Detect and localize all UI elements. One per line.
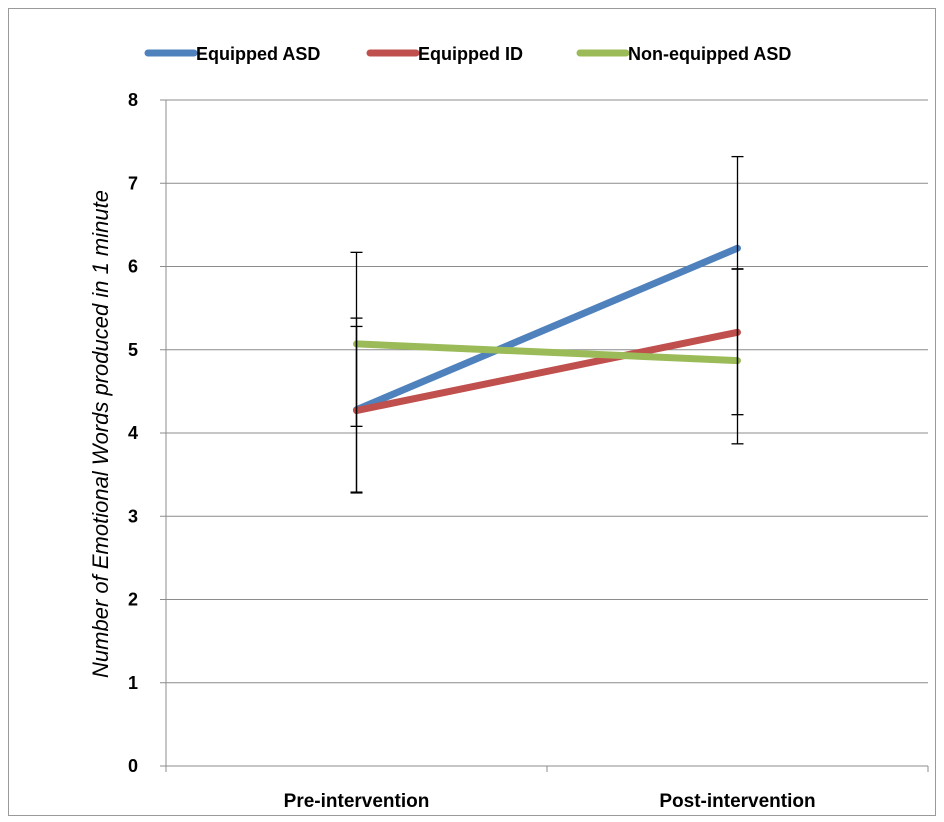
- error-bars: [350, 155, 744, 494]
- y-tick-label: 5: [128, 340, 138, 360]
- legend: Equipped ASD Equipped ID Non-equipped ASD: [144, 44, 791, 64]
- y-tick-label: 0: [128, 756, 138, 776]
- legend-label: Equipped ASD: [196, 44, 320, 64]
- y-tick-label: 8: [128, 90, 138, 110]
- x-category-label: Pre-intervention: [284, 791, 430, 812]
- y-tick-label: 6: [128, 257, 138, 277]
- series-line: [353, 244, 741, 414]
- axes: 0 1 2 3 4 5 6 7 8 Pre-intervention Post-interventi…: [128, 90, 929, 812]
- gridlines: [166, 99, 928, 684]
- series-line: [353, 328, 741, 415]
- y-axis-title: Number of Emotional Words produced in 1 …: [88, 190, 113, 678]
- y-tick-label: 4: [128, 423, 138, 443]
- series-lines: [353, 244, 741, 415]
- y-tick-label: 2: [128, 590, 138, 610]
- chart-frame: [8, 8, 936, 816]
- y-tick-label: 1: [128, 673, 138, 693]
- x-category-label: Post-intervention: [659, 791, 815, 812]
- y-tick-label: 3: [128, 506, 138, 526]
- legend-label: Equipped ID: [418, 44, 523, 64]
- legend-label: Non-equipped ASD: [628, 44, 791, 64]
- y-tick-label: 7: [128, 173, 138, 193]
- series-line: [353, 340, 741, 365]
